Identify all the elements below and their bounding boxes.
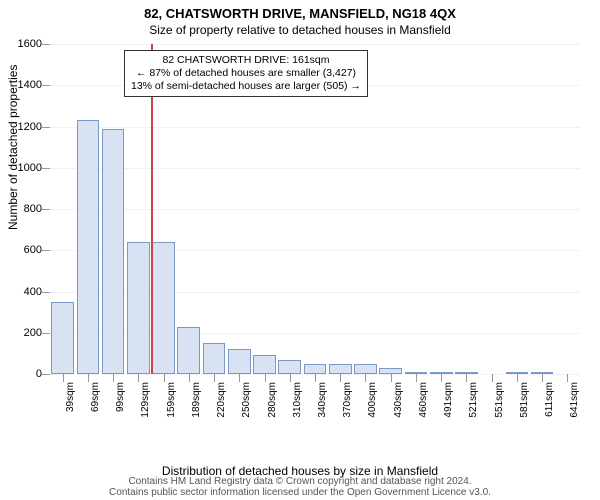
annotation-line: ← 87% of detached houses are smaller (3,… [131, 67, 361, 80]
x-tick-label: 340sqm [317, 382, 328, 432]
x-tick [567, 374, 568, 382]
y-tick-label: 200 [24, 327, 42, 339]
x-tick-label: 159sqm [166, 382, 177, 432]
footer-attribution: Contains HM Land Registry data © Crown c… [0, 476, 600, 498]
histogram-bar [253, 355, 276, 374]
histogram-bar [354, 364, 377, 374]
y-tick [42, 44, 50, 45]
y-tick [42, 209, 50, 210]
y-tick [42, 333, 50, 334]
x-tick-label: 189sqm [191, 382, 202, 432]
x-tick-label: 39sqm [65, 382, 76, 432]
x-tick-label: 521sqm [468, 382, 479, 432]
x-tick-label: 460sqm [418, 382, 429, 432]
histogram-bar [127, 242, 150, 374]
x-tick-label: 220sqm [216, 382, 227, 432]
x-tick-label: 99sqm [115, 382, 126, 432]
x-tick-label: 250sqm [241, 382, 252, 432]
x-tick [492, 374, 493, 382]
grid-line [50, 127, 580, 128]
y-tick-label: 1400 [18, 79, 42, 91]
x-tick [138, 374, 139, 382]
histogram-bar [51, 302, 74, 374]
histogram-bar [77, 120, 100, 374]
annotation-line: 82 CHATSWORTH DRIVE: 161sqm [131, 54, 361, 67]
y-tick [42, 292, 50, 293]
x-tick-label: 400sqm [367, 382, 378, 432]
chart-title: 82, CHATSWORTH DRIVE, MANSFIELD, NG18 4Q… [0, 0, 600, 21]
annotation-line: 13% of semi-detached houses are larger (… [131, 80, 361, 93]
x-tick [113, 374, 114, 382]
y-tick [42, 374, 50, 375]
plot-region: 0200400600800100012001400160039sqm69sqm9… [50, 44, 580, 375]
grid-line [50, 44, 580, 45]
x-tick-label: 491sqm [443, 382, 454, 432]
x-tick [517, 374, 518, 382]
footer-line-1: Contains HM Land Registry data © Crown c… [0, 476, 600, 487]
x-tick [315, 374, 316, 382]
x-tick [290, 374, 291, 382]
x-tick-label: 129sqm [140, 382, 151, 432]
chart-area: 0200400600800100012001400160039sqm69sqm9… [50, 44, 580, 424]
x-tick [391, 374, 392, 382]
y-tick-label: 600 [24, 244, 42, 256]
x-tick [265, 374, 266, 382]
x-tick-label: 310sqm [292, 382, 303, 432]
x-tick-label: 430sqm [393, 382, 404, 432]
histogram-bar [304, 364, 327, 374]
x-tick-label: 581sqm [519, 382, 530, 432]
x-tick [365, 374, 366, 382]
y-tick-label: 1600 [18, 38, 42, 50]
x-tick-label: 611sqm [544, 382, 555, 432]
x-tick [214, 374, 215, 382]
histogram-bar [152, 242, 175, 374]
x-tick [189, 374, 190, 382]
y-tick [42, 168, 50, 169]
x-tick-label: 280sqm [267, 382, 278, 432]
histogram-bar [102, 129, 125, 374]
y-tick-label: 400 [24, 286, 42, 298]
x-tick [441, 374, 442, 382]
x-tick [63, 374, 64, 382]
y-tick [42, 250, 50, 251]
y-tick [42, 127, 50, 128]
x-tick-label: 551sqm [494, 382, 505, 432]
x-tick [466, 374, 467, 382]
histogram-bar [278, 360, 301, 374]
histogram-bar [228, 349, 251, 374]
chart-subtitle: Size of property relative to detached ho… [0, 21, 600, 37]
y-tick-label: 800 [24, 203, 42, 215]
x-tick [164, 374, 165, 382]
x-tick-label: 641sqm [569, 382, 580, 432]
x-tick [88, 374, 89, 382]
histogram-bar [203, 343, 226, 374]
x-tick [239, 374, 240, 382]
grid-line [50, 209, 580, 210]
y-tick-label: 0 [36, 368, 42, 380]
histogram-bar [329, 364, 352, 374]
x-tick [416, 374, 417, 382]
y-tick [42, 85, 50, 86]
footer-line-2: Contains public sector information licen… [0, 487, 600, 498]
x-tick-label: 69sqm [90, 382, 101, 432]
x-tick-label: 370sqm [342, 382, 353, 432]
annotation-box: 82 CHATSWORTH DRIVE: 161sqm← 87% of deta… [124, 50, 368, 97]
grid-line [50, 168, 580, 169]
x-tick [340, 374, 341, 382]
y-tick-label: 1200 [18, 121, 42, 133]
x-tick [542, 374, 543, 382]
y-tick-label: 1000 [18, 162, 42, 174]
histogram-bar [177, 327, 200, 374]
